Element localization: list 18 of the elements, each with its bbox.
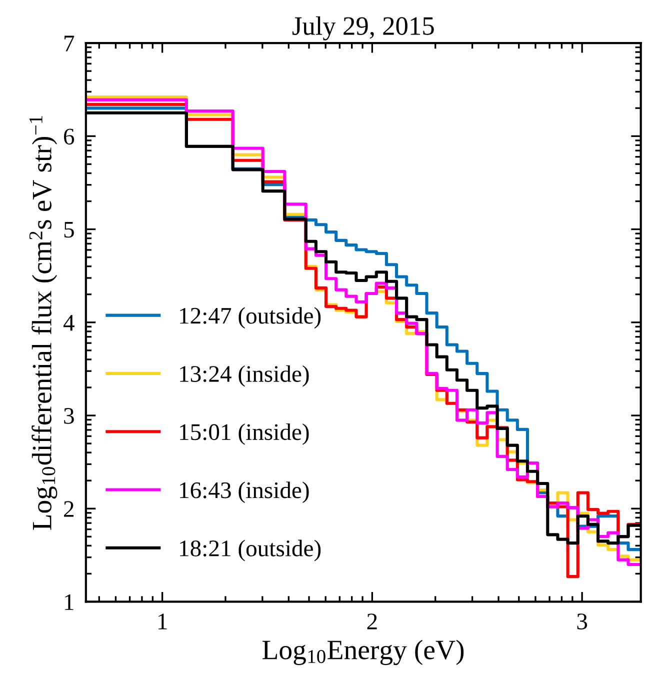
x-tick-label: 2 <box>367 614 377 630</box>
y-tick-label: 5 <box>64 222 74 238</box>
legend-label: 15:01 (inside) <box>180 423 309 445</box>
legend-label: 13:24 (inside) <box>180 365 309 387</box>
y-tick-label: 3 <box>64 408 74 424</box>
legend-label: 18:21 (outside) <box>180 540 321 562</box>
y-axis-title: Log$_{10}$differential flux (cm$^{2}$s eV str)$^{−1}$ <box>29 116 58 530</box>
x-tick-label: 1 <box>158 614 167 630</box>
legend-label: 12:47 (outside) <box>180 307 321 329</box>
x-axis-title: Log$_{10}$Energy (eV) <box>262 640 464 666</box>
y-tick-label: 7 <box>64 36 74 52</box>
y-tick-label: 6 <box>64 128 74 145</box>
chart-title: July 29, 2015 <box>292 16 434 40</box>
y-tick-label: 4 <box>63 315 74 331</box>
y-tick-label: 1 <box>65 594 74 610</box>
x-tick-label: 3 <box>577 614 588 630</box>
y-tick-label: 2 <box>64 501 74 517</box>
legend-label: 16:43 (inside) <box>180 482 309 504</box>
